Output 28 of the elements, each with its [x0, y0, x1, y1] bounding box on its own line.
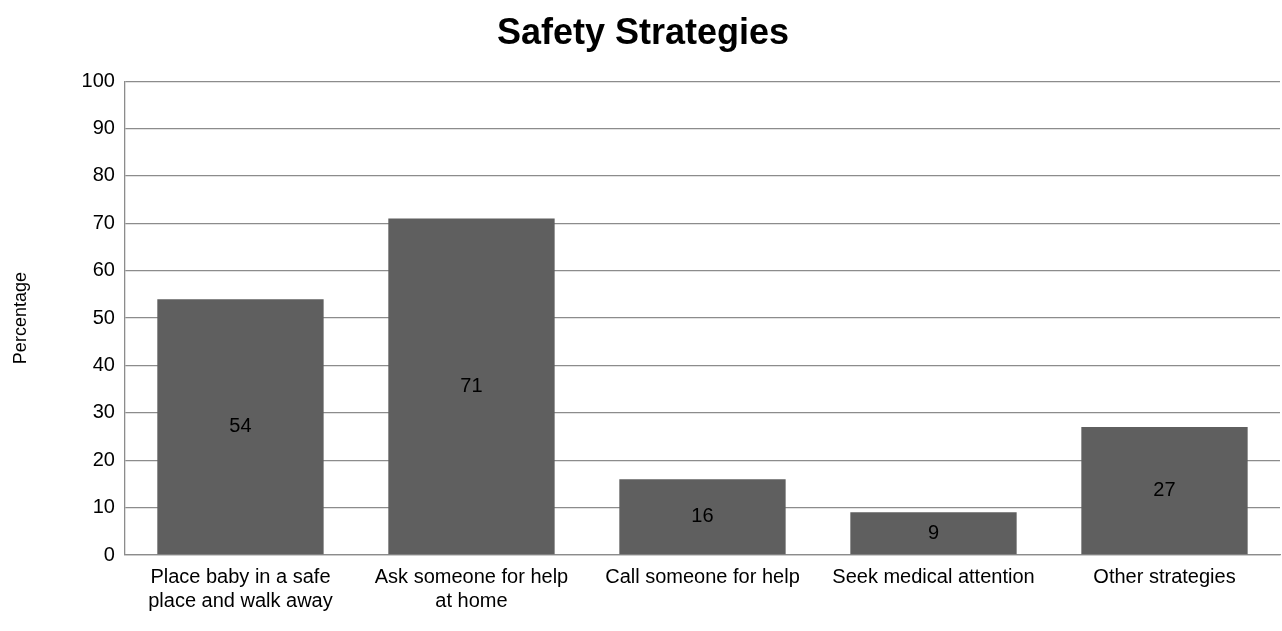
y-tick-label: 30 [92, 400, 115, 423]
y-tick-label: 50 [92, 305, 115, 328]
data-label: 16 [691, 504, 714, 527]
y-tick-label: 90 [92, 116, 115, 139]
bar [1081, 427, 1248, 555]
bar [157, 299, 324, 555]
x-tick-label: Other strategies [1093, 564, 1236, 587]
y-tick-label: 20 [92, 447, 115, 470]
x-tick-label: Call someone for help [605, 564, 800, 587]
x-tick-label: Seek medical attention [832, 564, 1035, 587]
bar [850, 512, 1017, 555]
y-tick-label: 80 [92, 163, 115, 186]
data-label: 71 [460, 373, 483, 396]
y-tick-label: 70 [92, 210, 115, 233]
bar [619, 479, 786, 555]
data-label: 27 [1153, 478, 1176, 501]
x-tick-label: Place baby in a safe place and walk away [148, 564, 333, 611]
y-tick-label: 40 [92, 353, 115, 375]
data-label: 9 [927, 520, 940, 543]
y-tick-label: 60 [92, 258, 115, 281]
y-tick-label: 10 [92, 495, 115, 518]
y-tick-label: 100 [81, 68, 115, 91]
y-tick-label: 0 [103, 542, 115, 565]
data-label: 54 [229, 414, 252, 437]
chart-title: Safety Strategies [496, 10, 790, 52]
bar [388, 218, 555, 555]
y-axis-title: Percentage [9, 272, 30, 365]
x-tick-label: Ask someone for help at home [374, 564, 569, 611]
